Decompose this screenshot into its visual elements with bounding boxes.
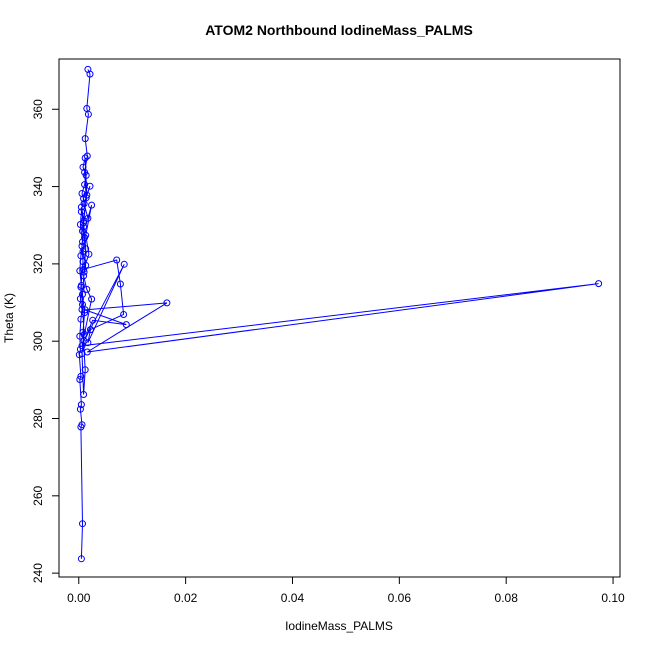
y-tick-label: 340 <box>31 176 45 196</box>
data-point <box>88 295 96 303</box>
data-point <box>78 421 86 429</box>
x-tick-label: 0.06 <box>388 591 412 605</box>
data-point <box>81 306 89 314</box>
data-point <box>79 520 86 528</box>
data-point <box>81 168 89 176</box>
x-axis-label: IodineMass_PALMS <box>285 619 393 633</box>
data-point <box>79 328 87 336</box>
data-point <box>79 227 86 235</box>
data-point <box>83 285 91 293</box>
data-point <box>83 152 91 160</box>
y-tick-label: 360 <box>31 99 45 119</box>
data-point <box>120 311 128 318</box>
data-point <box>80 265 88 273</box>
data-point <box>77 283 85 291</box>
data-point <box>81 135 89 143</box>
x-tick-label: 0.08 <box>495 591 519 605</box>
data-point <box>78 350 86 358</box>
x-tick-label: 0.10 <box>601 591 625 605</box>
data-point <box>595 280 603 288</box>
data-point <box>120 260 128 268</box>
data-point <box>81 366 89 374</box>
data-point <box>122 321 130 329</box>
x-tick-label: 0.04 <box>281 591 305 605</box>
data-point <box>84 339 92 347</box>
data-point <box>85 250 93 258</box>
data-point <box>163 299 171 307</box>
data-point <box>81 234 89 242</box>
y-tick-label: 320 <box>31 254 45 274</box>
data-point <box>116 280 124 288</box>
data-point <box>76 345 84 353</box>
data-point <box>77 203 85 211</box>
data-point <box>80 268 88 276</box>
data-point <box>80 272 88 280</box>
x-tick-label: 0.02 <box>174 591 198 605</box>
y-tick-label: 240 <box>31 563 45 583</box>
data-point <box>77 208 85 216</box>
data-point <box>89 316 97 324</box>
y-axis-label: Theta (K) <box>2 293 16 343</box>
data-point <box>80 219 88 227</box>
y-tick-label: 280 <box>31 408 45 428</box>
data-point <box>81 154 89 162</box>
data-point <box>80 391 88 398</box>
data-point <box>77 401 85 409</box>
data-point <box>84 65 92 73</box>
chart-title: ATOM2 Northbound IodineMass_PALMS <box>205 22 473 38</box>
x-tick-label: 0.00 <box>67 591 91 605</box>
data-point <box>76 376 84 383</box>
data-point <box>79 258 87 266</box>
data-point <box>78 342 86 350</box>
plot-area <box>75 65 603 563</box>
data-point <box>82 245 90 253</box>
data-point <box>87 326 94 334</box>
y-tick-label: 260 <box>31 485 45 505</box>
data-point <box>76 405 84 413</box>
data-point <box>77 252 85 260</box>
data-point <box>77 315 85 323</box>
data-point <box>79 301 86 308</box>
data-point <box>78 190 86 197</box>
data-point <box>81 309 89 317</box>
y-tick-label: 300 <box>31 331 45 351</box>
data-point <box>82 194 90 202</box>
data-point <box>77 555 85 563</box>
data-point <box>84 214 92 222</box>
data-point <box>88 201 96 209</box>
data-point <box>113 256 121 264</box>
data-point <box>80 223 88 231</box>
data-point <box>83 105 91 112</box>
data-point <box>79 290 86 298</box>
data-point <box>79 238 86 246</box>
data-point <box>86 182 94 190</box>
data-point <box>77 372 85 380</box>
data-point <box>76 267 84 275</box>
data-point <box>83 191 91 199</box>
